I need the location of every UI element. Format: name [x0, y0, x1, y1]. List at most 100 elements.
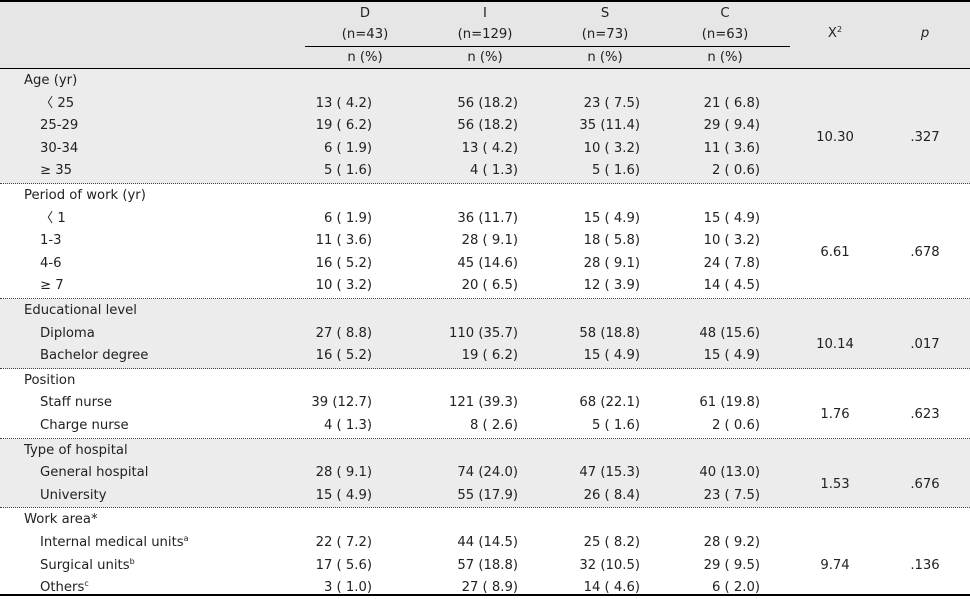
chi-square-value: 9.74	[820, 557, 850, 573]
count-percent-cell: 61 (19.8)	[699, 395, 760, 411]
count-percent-cell: 16 ( 5.2)	[315, 348, 372, 364]
count-percent-cell: 35 (11.4)	[579, 118, 640, 134]
count-percent-cell: 29 ( 9.5)	[703, 557, 760, 573]
chi-square-value: 1.76	[820, 407, 850, 422]
group-letter: D	[359, 6, 371, 21]
count-percent-cell: 10 ( 3.2)	[583, 140, 640, 156]
row-label-text: 30-34	[40, 140, 79, 156]
header-sub-rule	[305, 46, 790, 47]
count-percent-cell: 26 ( 8.4)	[583, 487, 640, 503]
section-title: Period of work (yr)	[24, 188, 146, 203]
row-label: Surgical unitsb	[40, 555, 135, 577]
row-label-text: General hospital	[40, 465, 149, 481]
row-label: ≥ 7	[40, 275, 64, 297]
row-label-text: Charge nurse	[40, 418, 129, 433]
count-percent-cell: 11 ( 3.6)	[315, 233, 372, 249]
section-divider	[0, 298, 970, 299]
count-percent-cell: 22 ( 7.2)	[315, 535, 372, 550]
row-label: ≥ 35	[40, 160, 72, 182]
count-percent-cell: 20 ( 6.5)	[461, 278, 518, 294]
section-divider	[0, 183, 970, 184]
count-percent-cell: 39 (12.7)	[311, 395, 372, 411]
row-label-text: 25-29	[40, 118, 79, 134]
row-label: Staff nurse	[40, 392, 112, 414]
count-percent-cell: 5 ( 1.6)	[591, 163, 640, 179]
count-percent-cell: 11 ( 3.6)	[703, 140, 760, 156]
count-percent-cell: 18 ( 5.8)	[583, 233, 640, 249]
count-percent-cell: 12 ( 3.9)	[583, 278, 640, 294]
section-divider	[0, 437, 970, 439]
row-label: Bachelor degree	[40, 345, 148, 367]
group-letter: C	[720, 6, 730, 21]
group-n: (n=63)	[701, 27, 749, 42]
count-percent-cell: 10 ( 3.2)	[703, 233, 760, 249]
group-n: (n=73)	[581, 27, 629, 42]
count-percent-cell: 14 ( 4.5)	[703, 278, 760, 294]
section-title: Educational level	[24, 303, 137, 318]
footnote-marker: b	[129, 556, 135, 566]
bottom-rule	[0, 594, 970, 596]
count-percent-cell: 5 ( 1.6)	[323, 163, 372, 179]
group-n: (n=43)	[341, 27, 389, 42]
count-percent-cell: 2 ( 0.6)	[711, 418, 760, 433]
chi-square-value: 10.30	[816, 129, 854, 145]
count-percent-cell: 23 ( 7.5)	[583, 95, 640, 111]
count-percent-cell: 19 ( 6.2)	[461, 348, 518, 364]
section-title: Position	[24, 372, 76, 388]
count-percent-cell: 5 ( 1.6)	[591, 418, 640, 433]
row-label-text: Bachelor degree	[40, 348, 149, 364]
footnote-marker: c	[84, 579, 89, 589]
count-percent-cell: 16 ( 5.2)	[315, 255, 372, 271]
count-percent-cell: 27 ( 8.8)	[315, 325, 372, 341]
top-rule	[0, 0, 970, 2]
count-percent-cell: 121 (39.3)	[448, 395, 518, 411]
count-percent-cell: 15 ( 4.9)	[583, 210, 640, 226]
header-bottom-rule	[0, 68, 970, 69]
group-unit: n (%)	[707, 50, 743, 65]
count-percent-cell: 74 (24.0)	[457, 465, 518, 481]
row-label: 25-29	[40, 115, 78, 137]
count-percent-cell: 6 ( 1.9)	[323, 210, 372, 226]
count-percent-cell: 28 ( 9.2)	[703, 535, 760, 550]
count-percent-cell: 15 ( 4.9)	[703, 348, 760, 364]
chi-square-value: 1.53	[820, 476, 850, 492]
count-percent-cell: 27 ( 8.9)	[461, 580, 518, 596]
row-label-text: 1-3	[40, 233, 62, 249]
row-label: Diploma	[40, 323, 95, 345]
count-percent-cell: 4 ( 1.3)	[469, 163, 518, 179]
count-percent-cell: 68 (22.1)	[579, 395, 640, 411]
row-label-text: 〈 25	[40, 95, 75, 111]
chi-square-header: X2	[827, 25, 843, 42]
count-percent-cell: 29 ( 9.4)	[703, 118, 760, 134]
p-value-header: p	[920, 26, 930, 41]
row-label-text: Others	[40, 580, 85, 596]
chi-square-value: 6.61	[820, 244, 850, 260]
group-unit: n (%)	[587, 50, 623, 65]
count-percent-cell: 17 ( 5.6)	[315, 557, 372, 573]
row-label: 〈 25	[40, 93, 74, 115]
table-header-background	[0, 2, 970, 68]
row-label: 30-34	[40, 138, 78, 160]
row-label-text: Surgical units	[40, 557, 130, 573]
chi-square-value: 10.14	[816, 337, 854, 353]
section-title: Age (yr)	[24, 73, 78, 88]
row-label-text: ≥ 35	[40, 163, 73, 179]
count-percent-cell: 28 ( 9.1)	[583, 255, 640, 271]
count-percent-cell: 14 ( 4.6)	[583, 580, 640, 596]
row-label-text: 4-6	[40, 255, 62, 271]
group-unit: n (%)	[347, 50, 383, 65]
count-percent-cell: 3 ( 1.0)	[323, 580, 372, 596]
section-shade	[0, 299, 970, 369]
count-percent-cell: 44 (14.5)	[457, 535, 518, 550]
section-title: Work area*	[24, 512, 98, 528]
section-title: Type of hospital	[24, 442, 128, 458]
row-label-text: Internal medical units	[40, 535, 184, 550]
row-label-text: Staff nurse	[40, 395, 113, 411]
count-percent-cell: 8 ( 2.6)	[469, 418, 518, 433]
count-percent-cell: 28 ( 9.1)	[461, 233, 518, 249]
count-percent-cell: 55 (17.9)	[457, 487, 518, 503]
count-percent-cell: 40 (13.0)	[699, 465, 760, 481]
count-percent-cell: 19 ( 6.2)	[315, 118, 372, 134]
p-value: .327	[910, 129, 940, 145]
